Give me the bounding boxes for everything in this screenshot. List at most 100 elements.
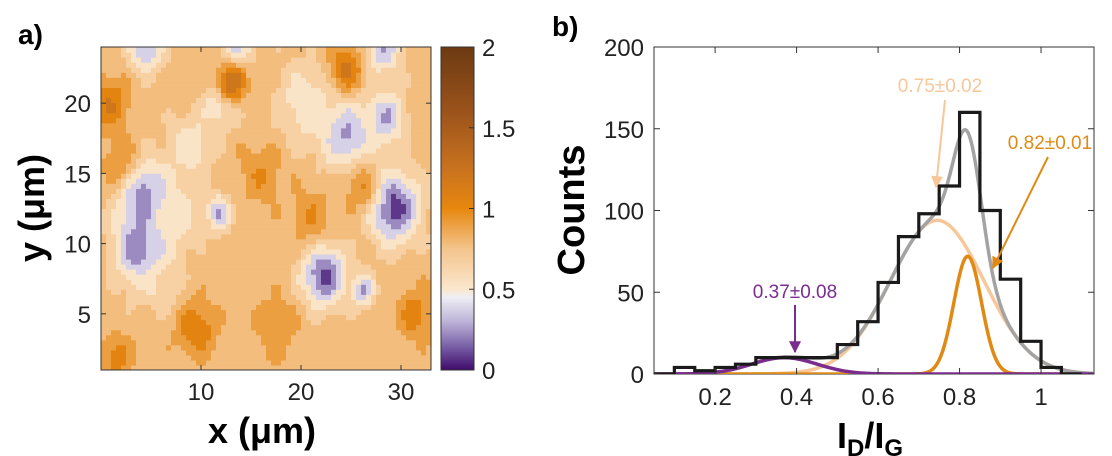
- heatmap-cell: [196, 284, 202, 290]
- heatmap-cell: [301, 127, 307, 134]
- heatmap-cell: [226, 142, 232, 149]
- heatmap-cell: [411, 62, 417, 68]
- heatmap-cell: [221, 309, 227, 316]
- heatmap-cell: [121, 62, 127, 68]
- heatmap-cell: [316, 152, 322, 159]
- heatmap-cell: [311, 218, 317, 225]
- heatmap-cell: [211, 107, 217, 114]
- heatmap-cell: [211, 178, 217, 184]
- heatmap-cell: [401, 117, 407, 124]
- heatmap-cell: [321, 228, 327, 235]
- heatmap-cell: [296, 188, 302, 194]
- heatmap-cell: [266, 183, 272, 189]
- heatmap-cell: [111, 334, 117, 341]
- heatmap-cell: [371, 52, 377, 58]
- heatmap-cell: [251, 364, 257, 370]
- heatmap-cell: [331, 274, 337, 280]
- heatmap-cell: [326, 168, 332, 174]
- heatmap-cell: [166, 334, 172, 341]
- heatmap-cell: [176, 223, 182, 230]
- heatmap-cell: [401, 137, 407, 144]
- heatmap-cell: [356, 294, 362, 300]
- heatmap-cell: [286, 354, 292, 361]
- heatmap-cell: [146, 304, 152, 311]
- heatmap-cell: [241, 77, 247, 83]
- heatmap-cell: [411, 152, 417, 159]
- heatmap-cell: [111, 299, 117, 305]
- heatmap-cell: [306, 349, 312, 356]
- heatmap-cell: [341, 203, 347, 210]
- heatmap-cell: [271, 67, 277, 73]
- heatmap-cell: [111, 284, 117, 290]
- heatmap-cell: [306, 334, 312, 341]
- heatmap-cell: [426, 233, 431, 240]
- heatmap-cell: [391, 264, 397, 270]
- heatmap-cell: [211, 324, 217, 331]
- heatmap-cell: [351, 183, 357, 189]
- heatmap-cell: [341, 127, 347, 134]
- heatmap-cell: [221, 364, 227, 370]
- heatmap-cell: [156, 122, 162, 129]
- heatmap-cell: [241, 324, 247, 331]
- heatmap-cell: [311, 102, 317, 109]
- heatmap-cell: [146, 92, 152, 99]
- heatmap-cell: [351, 158, 357, 164]
- heatmap-cell: [326, 238, 332, 245]
- colorbar-tick-label: 0.5: [482, 277, 515, 304]
- heatmap-cell: [331, 349, 337, 356]
- heatmap-cell: [426, 218, 431, 225]
- heatmap-cell: [251, 97, 257, 104]
- heatmap-cell: [426, 147, 431, 154]
- heatmap-cell: [226, 102, 232, 109]
- heatmap-cell: [356, 359, 362, 366]
- heatmap-cell: [391, 284, 397, 290]
- heatmap-cell: [306, 319, 312, 326]
- heatmap-cell: [156, 213, 162, 220]
- heatmap-cell: [216, 218, 222, 225]
- heatmap-cell: [426, 314, 431, 321]
- heatmap-cell: [136, 57, 142, 63]
- heatmap-cell: [361, 163, 367, 169]
- heatmap-cell: [226, 52, 232, 58]
- heatmap-cell: [191, 274, 197, 280]
- heatmap-cell: [371, 92, 377, 99]
- heatmap-cell: [366, 299, 372, 305]
- heatmap-cell: [221, 47, 227, 53]
- heatmap-cell: [151, 102, 157, 109]
- heatmap-cell: [156, 52, 162, 58]
- heatmap-cell: [101, 122, 107, 129]
- heatmap-cell: [281, 294, 287, 300]
- heatmap-cell: [316, 183, 322, 189]
- heatmap-cell: [146, 243, 152, 250]
- y-tick-label: 150: [604, 117, 644, 144]
- heatmap-cell: [186, 213, 192, 220]
- heatmap-cell: [226, 223, 232, 230]
- heatmap-cell: [376, 218, 382, 225]
- heatmap-cell: [386, 208, 392, 215]
- heatmap-cell: [151, 349, 157, 356]
- heatmap-cell: [421, 299, 427, 305]
- heatmap-cell: [346, 102, 352, 109]
- heatmap-cell: [286, 77, 292, 83]
- heatmap-cell: [126, 253, 132, 260]
- heatmap-cell: [376, 47, 382, 53]
- heatmap-cell: [221, 102, 227, 109]
- heatmap-cell: [186, 178, 192, 184]
- heatmap-cell: [136, 349, 142, 356]
- heatmap-cell: [206, 198, 212, 205]
- heatmap-cell: [306, 188, 312, 194]
- heatmap-cell: [326, 324, 332, 331]
- heatmap-cell: [221, 228, 227, 235]
- heatmap-cell: [261, 112, 267, 119]
- heatmap-cell: [246, 198, 252, 205]
- heatmap-cell: [201, 193, 207, 200]
- heatmap-cell: [321, 57, 327, 63]
- heatmap-cell: [331, 309, 337, 316]
- heatmap-cell: [301, 238, 307, 245]
- heatmap-cell: [216, 319, 222, 326]
- heatmap-cell: [326, 354, 332, 361]
- heatmap-cell: [351, 203, 357, 210]
- heatmap-cell: [376, 127, 382, 134]
- heatmap-cell: [141, 127, 147, 134]
- heatmap-cell: [421, 198, 427, 205]
